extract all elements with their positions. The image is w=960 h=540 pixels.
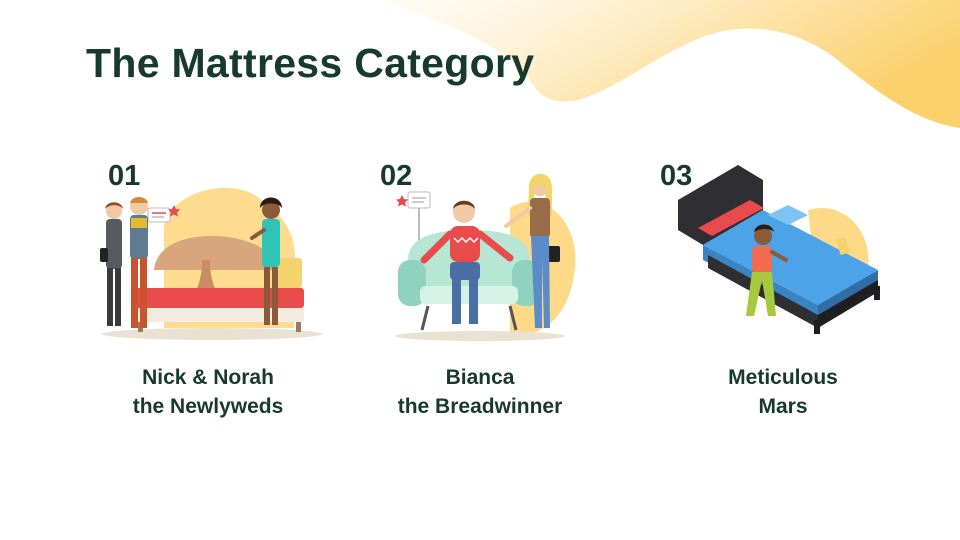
persona-number: 01	[108, 160, 141, 192]
persona-name-line1: Meticulous	[728, 366, 838, 389]
woman-making-bed-illustration	[678, 165, 880, 334]
page-title: The Mattress Category	[86, 40, 535, 86]
persona-name-line1: Nick & Norah	[142, 366, 274, 389]
persona-name-line2: the Breadwinner	[397, 395, 563, 418]
persona-name: Meticulous Mars	[663, 363, 903, 421]
persona-number: 02	[380, 160, 413, 192]
persona-card-meticulous: 03 Meticulous Mars	[660, 160, 930, 430]
persona-name: Bianca the Breadwinner	[360, 363, 600, 421]
persona-number: 03	[660, 160, 693, 192]
persona-name-line1: Bianca	[445, 366, 515, 389]
couple-shopping-for-bed-illustration	[100, 187, 322, 340]
persona-name: Nick & Norah the Newlyweds	[88, 363, 328, 421]
persona-card-breadwinner: 02	[360, 160, 630, 430]
persona-name-line2: the Newlyweds	[132, 395, 284, 418]
persona-card-newlyweds: 01	[88, 160, 358, 430]
couple-with-armchair-illustration	[395, 173, 576, 341]
persona-name-line2: Mars	[758, 395, 808, 418]
